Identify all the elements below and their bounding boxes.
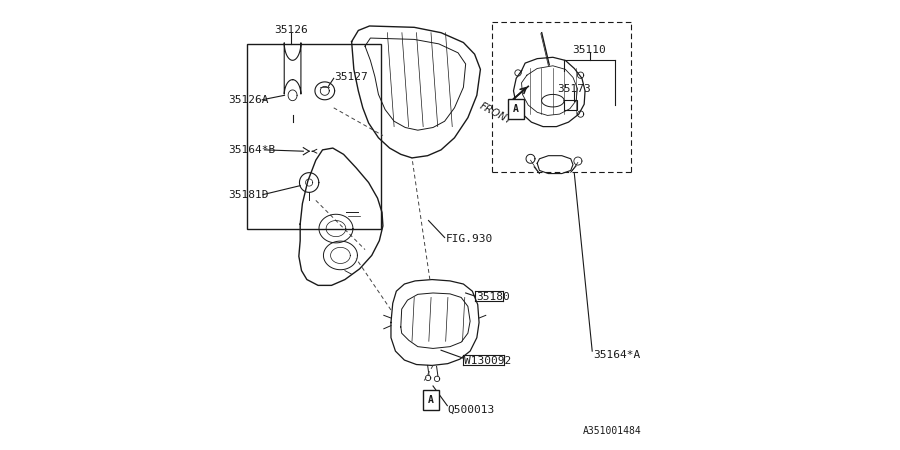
Bar (423, 391, 439, 410)
Bar (247, 44, 381, 230)
Text: A: A (513, 104, 519, 114)
Text: FIG.930: FIG.930 (446, 234, 493, 244)
Text: 35126: 35126 (274, 26, 308, 36)
Bar (564, 100, 577, 110)
Text: 35126A: 35126A (229, 95, 269, 105)
Text: Q500013: Q500013 (448, 404, 495, 414)
Text: 35181D: 35181D (229, 189, 269, 200)
Bar (508, 99, 524, 118)
Text: 35164*A: 35164*A (593, 350, 641, 360)
Text: 35127: 35127 (334, 72, 367, 82)
Text: 35180: 35180 (476, 292, 509, 302)
Text: 35173: 35173 (557, 84, 591, 94)
Text: FRONT: FRONT (478, 101, 514, 127)
Text: 35164*B: 35164*B (229, 145, 276, 155)
Text: 35110: 35110 (572, 45, 607, 55)
Text: A351001484: A351001484 (582, 426, 642, 436)
Text: W130092: W130092 (464, 356, 511, 366)
Text: A: A (428, 395, 434, 405)
